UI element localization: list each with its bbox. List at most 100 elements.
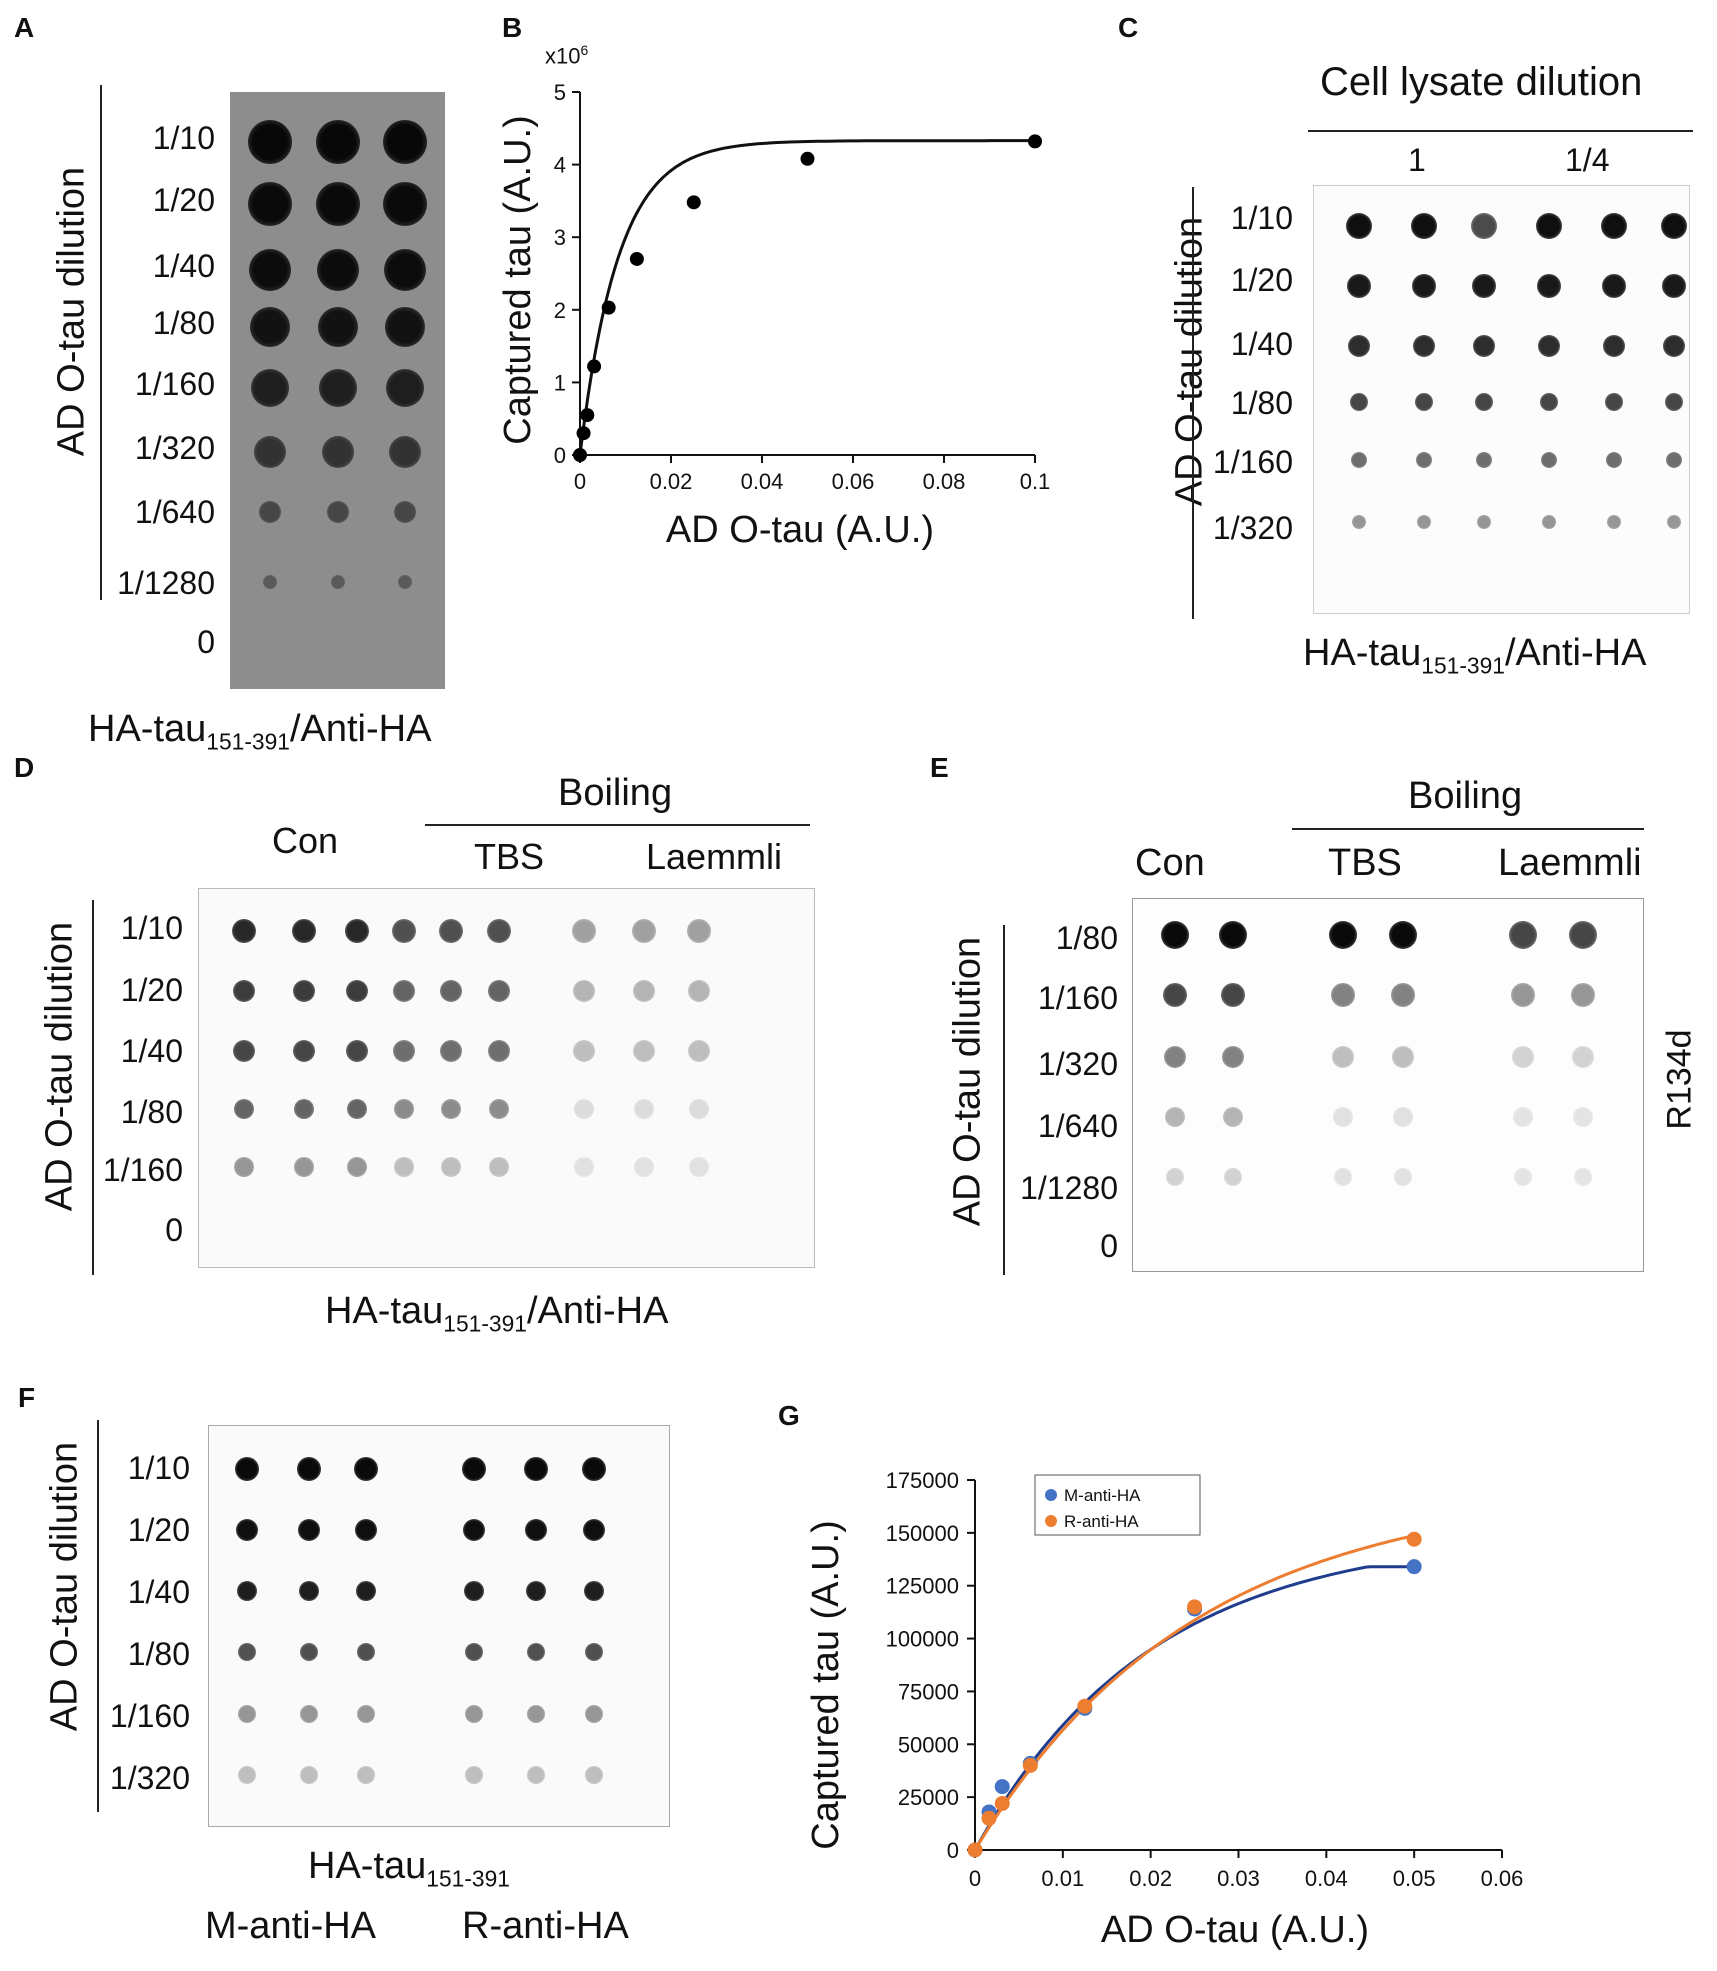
blot-dot xyxy=(488,980,510,1002)
b-x-tick-label: 0.02 xyxy=(650,469,693,494)
blot-dot xyxy=(632,919,656,943)
g-x-tick-label: 0.02 xyxy=(1129,1866,1172,1891)
blot-dot xyxy=(346,980,368,1002)
blot-dot xyxy=(463,1519,485,1541)
g-data-point xyxy=(994,1795,1010,1811)
blot-dot xyxy=(317,249,359,291)
blot-dot xyxy=(1477,515,1491,529)
blot-dot xyxy=(394,1099,414,1119)
blot-dot xyxy=(1346,213,1372,239)
b-fit-curve xyxy=(578,139,1035,456)
blot-dot xyxy=(1574,1168,1592,1186)
blot-dot xyxy=(236,1519,258,1541)
blot-dot xyxy=(489,1099,509,1119)
blot-dot xyxy=(1394,1168,1412,1186)
blot-dot xyxy=(573,980,595,1002)
g-x-tick-label: 0.05 xyxy=(1393,1866,1436,1891)
blot-dot xyxy=(1513,1107,1533,1127)
row-label: 1/80 xyxy=(1055,920,1118,956)
blot-dot xyxy=(316,182,360,226)
blot-dot xyxy=(357,1705,375,1723)
blot-dot xyxy=(689,1157,709,1177)
row-label: 1/10 xyxy=(120,910,183,946)
row-label: 0 xyxy=(1100,1228,1118,1264)
blot-dot xyxy=(1224,1168,1242,1186)
row-label: 1/1280 xyxy=(1020,1170,1118,1206)
panel-f-axis-line xyxy=(97,1420,99,1812)
blot-dot xyxy=(1350,393,1368,411)
b-y-tick-label: 5 xyxy=(554,80,566,105)
panel-f-group-r: R-anti-HA xyxy=(462,1905,629,1947)
panel-c-dot-blot xyxy=(1313,185,1690,614)
row-label: 1/160 xyxy=(102,1152,183,1188)
blot-dot xyxy=(355,1519,377,1541)
blot-dot xyxy=(524,1457,548,1481)
g-x-tick-label: 0.06 xyxy=(1481,1866,1524,1891)
b-data-point xyxy=(576,426,591,441)
panel-c-group-2: 1/4 xyxy=(1565,142,1610,178)
blot-dot xyxy=(318,307,358,347)
blot-dot xyxy=(573,1040,595,1062)
b-data-point xyxy=(1028,134,1042,149)
blot-dot xyxy=(386,369,424,407)
g-y-tick-label: 150000 xyxy=(886,1521,959,1546)
blot-dot xyxy=(489,1157,509,1177)
blot-dot xyxy=(1416,452,1432,468)
blot-dot xyxy=(1602,274,1626,298)
b-y-axis-label: Captured tau (A.U.) xyxy=(500,115,539,444)
blot-dot xyxy=(1166,1168,1184,1186)
blot-dot xyxy=(526,1581,546,1601)
blot-dot xyxy=(316,120,360,164)
blot-dot xyxy=(462,1457,486,1481)
blot-dot xyxy=(354,1457,378,1481)
blot-dot xyxy=(1417,515,1431,529)
blot-dot xyxy=(1221,983,1245,1007)
row-label: 1/10 xyxy=(127,1450,190,1486)
blot-dot xyxy=(1541,452,1557,468)
blot-dot xyxy=(322,436,354,468)
g-legend-marker xyxy=(1045,1489,1057,1501)
blot-dot xyxy=(525,1519,547,1541)
blot-dot xyxy=(383,120,427,164)
g-y-tick-label: 25000 xyxy=(898,1785,959,1810)
panel-f-group-m: M-anti-HA xyxy=(205,1905,377,1947)
blot-dot xyxy=(1348,335,1370,357)
row-label: 1/40 xyxy=(127,1574,190,1610)
g-legend-box xyxy=(1034,1474,1201,1536)
blot-dot xyxy=(1352,515,1366,529)
blot-dot xyxy=(688,1040,710,1062)
blot-dot xyxy=(394,501,416,523)
blot-dot xyxy=(1223,1107,1243,1127)
blot-dot xyxy=(234,1157,254,1177)
blot-dot xyxy=(1163,983,1187,1007)
blot-dot xyxy=(1331,983,1355,1007)
blot-dot xyxy=(1542,515,1556,529)
blot-dot xyxy=(1219,921,1247,949)
g-x-tick-label: 0 xyxy=(969,1866,981,1891)
b-x-tick-label: 0.06 xyxy=(832,469,875,494)
blot-dot xyxy=(298,1519,320,1541)
blot-dot xyxy=(294,1157,314,1177)
g-y-tick-label: 0 xyxy=(947,1838,959,1863)
panel-letter-b: B xyxy=(502,12,523,43)
g-legend-label: R-anti-HA xyxy=(1064,1512,1139,1531)
panel-c-group-1: 1 xyxy=(1408,142,1426,178)
panel-d-caption: HA-tau151-391/Anti-HA xyxy=(325,1290,669,1337)
blot-dot xyxy=(583,1519,605,1541)
panel-letter-e: E xyxy=(930,752,949,783)
blot-dot xyxy=(1351,452,1367,468)
blot-dot xyxy=(1572,1046,1594,1068)
blot-dot xyxy=(1161,921,1189,949)
g-data-point xyxy=(1406,1531,1422,1547)
blot-dot xyxy=(1603,335,1625,357)
blot-dot xyxy=(585,1766,603,1784)
blot-dot xyxy=(439,919,463,943)
blot-dot xyxy=(1471,213,1497,239)
blot-dot xyxy=(1389,921,1417,949)
panel-letter-g: G xyxy=(778,1400,800,1431)
blot-dot xyxy=(1662,274,1686,298)
row-label: 1/80 xyxy=(120,1094,183,1130)
row-label: 1/20 xyxy=(120,972,183,1008)
blot-dot xyxy=(1538,335,1560,357)
blot-dot xyxy=(263,575,277,589)
